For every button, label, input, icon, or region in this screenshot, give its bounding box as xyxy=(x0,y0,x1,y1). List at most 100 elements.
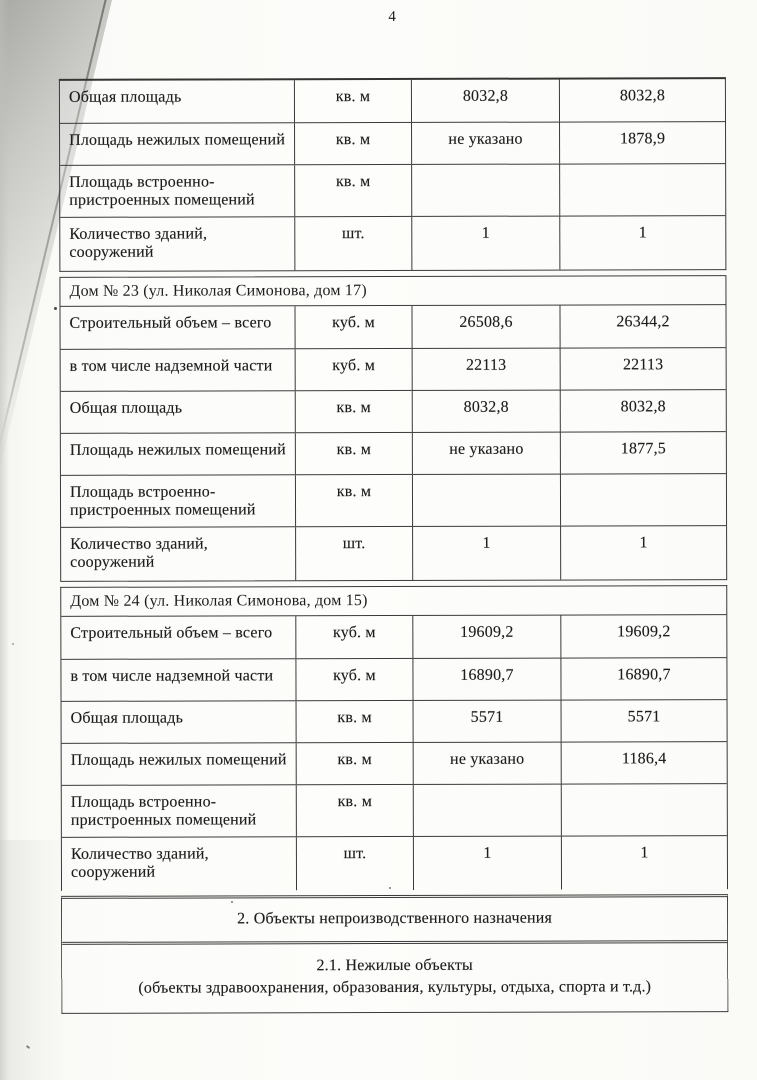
table-row: Площадь встроенно-пристроенных помещений… xyxy=(60,473,727,527)
row-unit: кв. м xyxy=(296,700,414,743)
row-label: Строительный объем – всего xyxy=(61,616,297,659)
table-row: Общая площадь кв. м 8032,8 8032,8 xyxy=(59,79,725,123)
row-value-2: 19609,2 xyxy=(617,623,671,641)
row-value-1: 22113 xyxy=(412,348,561,390)
row-label: в том числе надземной части xyxy=(60,349,296,391)
row-unit: кв. м xyxy=(296,742,414,785)
row-value-2: 5571 xyxy=(627,708,661,726)
table-row: в том числе надземной части куб. м 16890,7… xyxy=(61,657,727,701)
section-row: 2. Объекты непроизводственного назначени… xyxy=(62,897,727,942)
row-label: Общая площадь xyxy=(60,391,296,433)
row-label: в том числе надземной части xyxy=(61,659,297,701)
row-value-1: 5571 xyxy=(413,700,562,742)
row-value-2: 1 xyxy=(640,844,649,862)
row-value-2: 8032,8 xyxy=(619,87,666,105)
table-block: Дом № 24 (ул. Николая Симонова, дом 15) С… xyxy=(60,585,729,891)
results-table: Общая площадь кв. м 8032,8 8032,8 Площадь не… xyxy=(58,77,729,1014)
row-label: Площадь нежилых помещений xyxy=(61,743,297,785)
row-value-1: не указано xyxy=(412,122,561,164)
row-unit: кв. м xyxy=(295,122,413,165)
table-row: Строительный объем – всего куб. м 26508,6 2… xyxy=(60,305,725,349)
row-value-1: 8032,8 xyxy=(412,390,561,432)
row-value-1 xyxy=(413,784,562,836)
section-row-line: 2.1. Нежилые объекты xyxy=(316,956,474,975)
row-value-1: 1 xyxy=(413,836,563,890)
table-row: Общая площадь кв. м 5571 5571 xyxy=(61,699,727,743)
block-header-row: Дом № 24 (ул. Николая Симонова, дом 15) xyxy=(61,586,727,617)
row-unit: куб. м xyxy=(295,305,413,349)
row-value-1: 19609,2 xyxy=(413,615,562,658)
row-label: Количество зданий, сооружений xyxy=(61,837,298,891)
table-block: Общая площадь кв. м 8032,8 8032,8 Площадь не… xyxy=(58,77,727,272)
row-value-1: 8032,8 xyxy=(411,79,561,122)
table-row: Количество зданий, сооружений шт. 1 1 xyxy=(60,215,726,271)
scan-speck xyxy=(231,901,233,903)
row-unit: кв. м xyxy=(294,79,413,123)
row-value-2: 1877,5 xyxy=(620,440,666,458)
table-row: Общая площадь кв. м 8032,8 8032,8 xyxy=(60,389,726,433)
scan-left-shading xyxy=(0,0,9,1080)
row-value-1: не указано xyxy=(412,432,561,474)
row-value-1: 26508,6 xyxy=(412,305,561,348)
row-unit: шт. xyxy=(296,836,415,891)
table-row: Площадь нежилых помещений кв. м не указано… xyxy=(61,741,727,785)
row-unit: кв. м xyxy=(295,164,413,217)
row-value-2: 1186,4 xyxy=(621,750,667,768)
row-value-1 xyxy=(412,164,561,216)
row-value-2: 26344,2 xyxy=(616,313,670,331)
row-label: Площадь нежилых помещений xyxy=(60,123,296,165)
scan-speck xyxy=(12,643,14,645)
table-row: Площадь нежилых помещений кв. м не указано… xyxy=(60,431,726,475)
row-unit: кв. м xyxy=(295,432,413,475)
table-block: Дом № 23 (ул. Николая Симонова, дом 17) С… xyxy=(59,275,728,582)
row-value-2: 1 xyxy=(638,224,647,242)
row-label: Строительный объем – всего xyxy=(60,306,296,349)
row-label: Общая площадь xyxy=(59,80,296,123)
row-value-2: 1 xyxy=(639,534,648,552)
row-value-2: 16890,7 xyxy=(617,666,671,684)
section-row: 2.1. Нежилые объекты (объекты здравоохран… xyxy=(62,940,728,1013)
row-unit: кв. м xyxy=(296,784,414,837)
section-row-line: (объекты здравоохранения, образования, к… xyxy=(138,978,652,997)
row-unit: шт. xyxy=(296,526,414,581)
row-value-2 xyxy=(561,474,726,525)
row-value-2 xyxy=(562,784,727,835)
table-row: Площадь нежилых помещений кв. м не указано… xyxy=(60,121,726,165)
row-unit: кв. м xyxy=(295,474,414,527)
row-value-1 xyxy=(412,474,562,526)
row-value-2: 1878,9 xyxy=(619,130,666,148)
row-label: Площадь встроенно-пристроенных помещений xyxy=(60,475,297,527)
page-number: 4 xyxy=(388,8,397,26)
table-row: Площадь встроенно-пристроенных помещений… xyxy=(61,783,727,837)
row-value-1: 1 xyxy=(412,216,561,270)
row-value-2 xyxy=(560,164,725,215)
row-value-1: 16890,7 xyxy=(413,658,562,700)
row-unit: кв. м xyxy=(295,390,413,433)
row-label: Количество зданий, сооружений xyxy=(60,217,296,271)
table-row: Площадь встроенно-пристроенных помещений… xyxy=(60,163,726,217)
row-unit: куб. м xyxy=(296,615,414,659)
row-label: Количество зданий, сооружений xyxy=(61,527,297,581)
scan-corner-shading xyxy=(0,840,70,1080)
section-rows: 2. Объекты непроизводственного назначени… xyxy=(61,894,729,1014)
row-value-1: не указано xyxy=(413,742,562,784)
scan-speck xyxy=(54,307,57,310)
table-row: Строительный объем – всего куб. м 19609,2 1… xyxy=(61,615,726,659)
row-value-2: 22113 xyxy=(622,356,664,374)
row-unit: шт. xyxy=(295,216,413,271)
table-row: Количество зданий, сооружений шт. 1 1 xyxy=(61,525,727,581)
row-value-1: 1 xyxy=(413,526,562,580)
row-label: Площадь нежилых помещений xyxy=(60,433,296,475)
row-unit: куб. м xyxy=(295,348,413,391)
row-label: Площадь встроенно-пристроенных помещений xyxy=(61,785,297,837)
table-row: Количество зданий, сооружений шт. 1 1 xyxy=(61,835,728,891)
row-unit: куб. м xyxy=(296,658,414,701)
section-row-line: 2. Объекты непроизводственного назначени… xyxy=(237,909,553,928)
row-label: Площадь встроенно-пристроенных помещений xyxy=(60,165,296,217)
block-header-row: Дом № 23 (ул. Николая Симонова, дом 17) xyxy=(60,276,726,307)
row-value-2: 8032,8 xyxy=(620,398,666,416)
row-label: Общая площадь xyxy=(61,701,297,743)
scan-speck xyxy=(389,887,391,889)
